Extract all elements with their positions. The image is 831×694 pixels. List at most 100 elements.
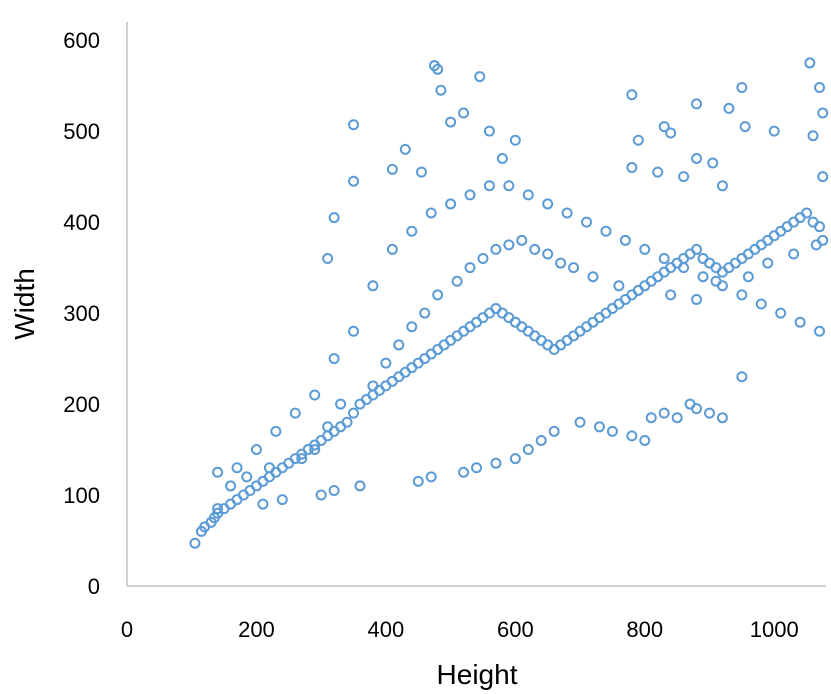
data-point [707,157,719,169]
data-point [613,280,625,292]
data-point [697,271,709,283]
data-point [432,289,444,301]
data-point [814,81,826,93]
data-point [581,216,593,228]
x-tick-label: 400 [368,617,405,642]
data-point [348,175,360,187]
data-point [652,166,664,178]
data-point [807,130,819,142]
data-point [529,243,541,255]
data-point [458,107,470,119]
data-point [606,425,618,437]
data-point [814,221,826,233]
x-tick-label: 600 [497,617,534,642]
data-point [451,275,463,287]
data-point [814,325,826,337]
data-point [561,207,573,219]
data-point [503,239,515,251]
data-point [658,253,670,265]
data-point [257,498,269,510]
data-point [762,257,774,269]
data-point [593,421,605,433]
data-point [425,207,437,219]
data-point [348,407,360,419]
data-point [574,416,586,428]
data-point [464,262,476,274]
y-tick-label: 300 [63,301,100,326]
data-point [490,457,502,469]
data-point [263,462,275,474]
data-point [270,425,282,437]
data-point [415,166,427,178]
data-point [710,275,722,287]
data-point [309,389,321,401]
data-point [739,121,751,133]
y-tick-label: 200 [63,392,100,417]
data-point [639,434,651,446]
data-point [464,189,476,201]
data-point [432,63,444,75]
data-point [406,225,418,237]
data-point [471,462,482,474]
data-point [189,537,201,549]
data-point [367,380,379,392]
data-point [626,89,638,101]
data-point [509,453,521,465]
data-point [496,152,508,164]
data-point [335,398,347,410]
x-tick-label: 0 [121,617,133,642]
data-point [241,471,253,483]
data-point [691,403,703,415]
data-point [639,243,651,255]
data-point [348,119,360,131]
y-tick-labels: 0 100 200 300 400 500 600 [63,28,100,599]
y-tick-label: 500 [63,119,100,144]
data-point [250,444,262,456]
data-point [665,289,677,301]
data-point [328,484,340,496]
data-point [225,480,237,492]
data-point [509,134,521,146]
data-point [341,416,353,428]
data-point [276,494,288,506]
data-point [328,353,340,365]
data-point [542,248,554,260]
data-point [716,180,728,192]
data-point [522,444,534,456]
data-point [483,180,495,192]
y-tick-label: 400 [63,210,100,235]
data-point [665,127,677,139]
y-tick-label: 100 [63,483,100,508]
data-point [817,107,829,119]
y-tick-label: 600 [63,28,100,53]
y-axis-title: Width [9,268,40,340]
data-point [645,412,657,424]
x-tick-label: 800 [626,617,663,642]
data-point [678,262,690,274]
data-point [231,462,243,474]
data-points [189,57,829,549]
data-point [755,298,767,310]
data-point [503,180,515,192]
data-point [704,407,715,419]
data-point [535,434,547,446]
data-point [736,371,748,383]
data-point [322,253,334,265]
data-point [810,239,822,251]
x-tick-label: 200 [238,617,275,642]
data-point [309,444,321,456]
data-point [742,271,754,283]
data-point [315,489,327,501]
data-point [445,198,457,210]
data-point [380,357,392,369]
x-tick-label: 1000 [750,617,799,642]
data-point [678,171,690,183]
data-point [626,162,638,174]
data-point [723,102,735,114]
data-point [212,503,224,515]
data-point [542,198,554,210]
x-tick-labels: 0 200 400 600 800 1000 [121,617,799,642]
data-point [619,234,631,246]
x-axis-title: Height [437,659,518,690]
